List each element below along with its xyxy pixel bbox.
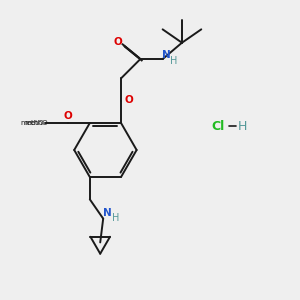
Text: Cl: Cl [212, 120, 225, 133]
Text: O: O [125, 95, 134, 105]
Text: H: H [170, 56, 178, 66]
Text: methO: methO [25, 120, 48, 126]
Text: N: N [162, 50, 171, 60]
Text: N: N [103, 208, 112, 218]
Text: H: H [112, 213, 119, 223]
Text: O: O [113, 37, 122, 47]
Text: methO: methO [20, 120, 44, 126]
Text: H: H [238, 120, 247, 133]
Text: O: O [64, 111, 73, 122]
